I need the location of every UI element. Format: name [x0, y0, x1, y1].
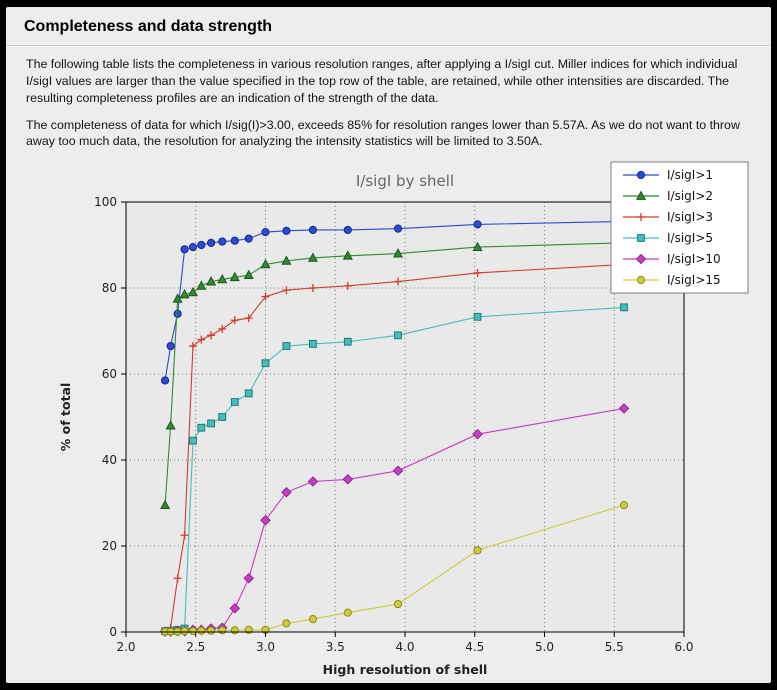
series-i-sigi-2 — [160, 237, 630, 510]
svg-text:0: 0 — [109, 625, 117, 639]
svg-text:I/sigI>10: I/sigI>10 — [667, 252, 721, 266]
svg-text:5.5: 5.5 — [605, 640, 624, 654]
series-i-sigi-1 — [160, 217, 629, 385]
svg-text:I/sigI>3: I/sigI>3 — [667, 210, 713, 224]
svg-text:3.0: 3.0 — [256, 640, 275, 654]
svg-text:60: 60 — [102, 367, 117, 381]
svg-text:I/sigI>1: I/sigI>1 — [667, 168, 713, 182]
svg-text:3.5: 3.5 — [326, 640, 345, 654]
completeness-chart: 2.0 2.5 3.0 3.5 4.0 4.5 5.0 5.5 6.0 0 20 40 60 80 100 I… — [58, 161, 749, 677]
x-axis-label: High resolution of shell — [323, 662, 488, 677]
svg-text:4.5: 4.5 — [465, 640, 484, 654]
svg-text:I/sigI>5: I/sigI>5 — [667, 231, 713, 245]
page-header: Completeness and data strength — [6, 7, 771, 46]
report-page: Completeness and data strength The follo… — [6, 7, 771, 683]
chart-title: I/sigI by shell — [356, 172, 454, 190]
svg-text:100: 100 — [94, 195, 117, 209]
y-axis-label: % of total — [58, 383, 73, 452]
svg-text:80: 80 — [102, 281, 117, 295]
svg-text:20: 20 — [102, 539, 117, 553]
svg-text:5.0: 5.0 — [535, 640, 554, 654]
chart-area: 2.0 2.5 3.0 3.5 4.0 4.5 5.0 5.5 6.0 0 20 40 60 80 100 I… — [36, 152, 771, 683]
page-title: Completeness and data strength — [24, 18, 273, 35]
svg-text:6.0: 6.0 — [674, 640, 693, 654]
svg-text:2.5: 2.5 — [186, 640, 205, 654]
chart-legend: I/sigI>1 I/sigI>2 I/sigI>3 I/sigI>5 I/sigI>1… — [610, 161, 749, 294]
svg-text:I/sigI>2: I/sigI>2 — [667, 189, 713, 203]
intro-paragraph: The following table lists the completene… — [26, 57, 738, 105]
svg-text:2.0: 2.0 — [116, 640, 135, 654]
summary-paragraph: The completeness of data for which I/sig… — [26, 117, 740, 149]
series-i-sigi-15 — [160, 501, 629, 636]
svg-text:40: 40 — [102, 453, 117, 467]
svg-text:I/sigI>15: I/sigI>15 — [667, 273, 721, 287]
svg-text:4.0: 4.0 — [395, 640, 414, 654]
